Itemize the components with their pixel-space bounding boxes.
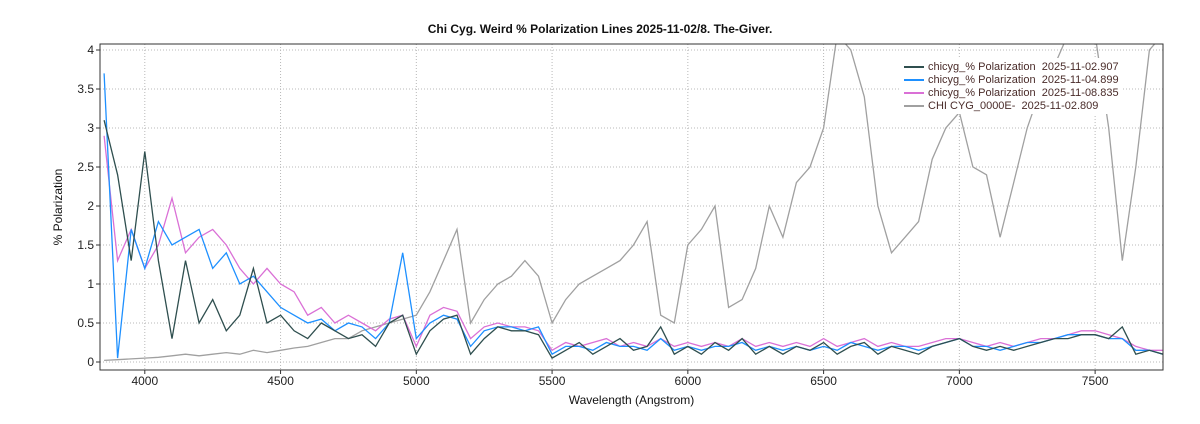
legend-item: chicyg_% Polarization 2025-11-08.835 [904, 86, 1119, 99]
legend-swatch [904, 78, 924, 81]
legend-label: chicyg_% Polarization 2025-11-02.907 [928, 60, 1119, 73]
chart-title: Chi Cyg. Weird % Polarization Lines 2025… [427, 22, 773, 36]
y-tick-label: 2 [87, 199, 94, 213]
series-line [103, 73, 1163, 359]
legend-item: CHI CYG_0000E- 2025-11-02.809 [904, 99, 1119, 112]
x-tick-label: 6500 [810, 374, 837, 388]
x-tick-label: 4000 [131, 374, 158, 388]
y-tick-label: 2.5 [77, 160, 94, 174]
y-tick-label: 3 [87, 121, 94, 135]
legend-swatch [904, 65, 924, 68]
legend: chicyg_% Polarization 2025-11-02.907 chic… [900, 58, 1123, 114]
legend-swatch [904, 91, 924, 94]
legend-item: chicyg_% Polarization 2025-11-04.899 [904, 73, 1119, 86]
x-tick-label: 6000 [674, 374, 701, 388]
legend-item: chicyg_% Polarization 2025-11-02.907 [904, 60, 1119, 73]
legend-label: chicyg_% Polarization 2025-11-04.899 [928, 73, 1119, 86]
plot-frame [99, 43, 1164, 371]
series-line [103, 120, 1163, 359]
y-tick-label: 1.5 [77, 238, 94, 252]
series-line [103, 135, 1163, 352]
y-tick-label: 1 [87, 277, 94, 291]
legend-swatch [904, 104, 924, 107]
y-tick-label: 0 [87, 355, 94, 369]
x-tick-label: 7000 [946, 374, 973, 388]
series-line [104, 44, 1156, 362]
y-tick-label: 3.5 [77, 82, 94, 96]
x-axis-label: Wavelength (Angstrom) [568, 393, 695, 407]
legend-label: CHI CYG_0000E- 2025-11-02.809 [928, 99, 1099, 112]
y-tick-label: 4 [87, 43, 94, 57]
x-tick-label: 5000 [403, 374, 430, 388]
x-tick-label: 4500 [267, 374, 294, 388]
y-tick-label: 0.5 [77, 316, 94, 330]
x-tick-label: 5500 [539, 374, 566, 388]
legend-label: chicyg_% Polarization 2025-11-08.835 [928, 86, 1119, 99]
x-tick-label: 7500 [1082, 374, 1109, 388]
